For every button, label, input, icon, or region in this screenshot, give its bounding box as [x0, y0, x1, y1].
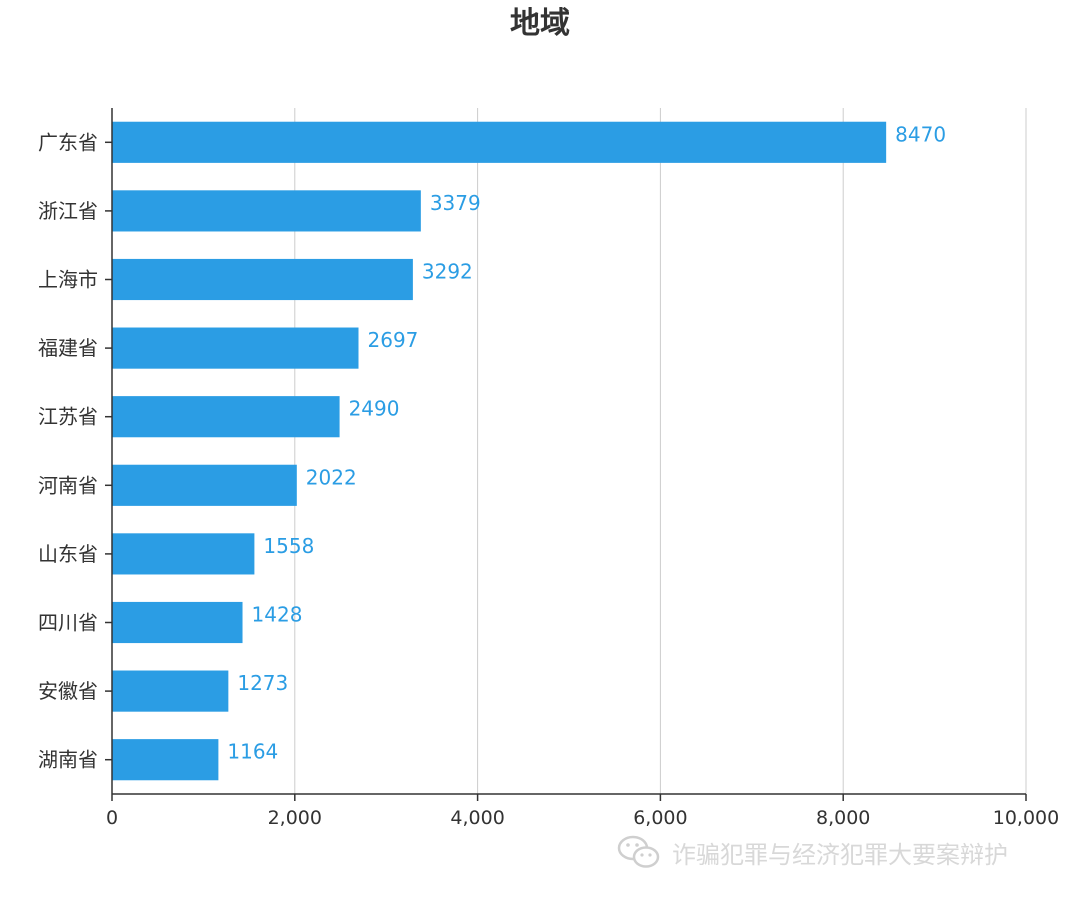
grid-lines: [294, 108, 1027, 794]
bar: [112, 739, 219, 781]
data-label: 3292: [422, 260, 473, 284]
data-label: 1273: [237, 671, 288, 695]
watermark: 诈骗犯罪与经济犯罪大要案辩护: [616, 832, 1008, 872]
labels: 广东省 8470 浙江省 3379 上海市 3292 福建省 2697 江苏省 2490 河南省 20…: [38, 122, 1059, 829]
category-label: 广东省: [38, 130, 98, 154]
x-tick-label: 2,000: [268, 807, 322, 829]
category-label: 江苏省: [38, 405, 98, 429]
chart-title: 地域: [510, 6, 570, 41]
x-tick-label: 6,000: [633, 807, 687, 829]
category-label: 河南省: [38, 473, 98, 497]
category-label: 浙江省: [38, 199, 98, 223]
category-label: 山东省: [38, 542, 98, 566]
category-label: 湖南省: [38, 748, 98, 772]
bars: [112, 121, 887, 781]
data-label: 2490: [349, 397, 400, 421]
bar: [112, 464, 297, 506]
data-label: 2697: [368, 328, 419, 352]
wechat-icon: [617, 835, 660, 868]
x-tick-label: 10,000: [993, 807, 1059, 829]
x-tick-label: 4,000: [450, 807, 504, 829]
bar: [112, 121, 887, 163]
bar: [112, 533, 255, 575]
bar: [112, 396, 340, 438]
data-label: 1558: [263, 534, 314, 558]
data-label: 1428: [252, 603, 303, 627]
bar: [112, 327, 359, 369]
axes: [105, 108, 1027, 801]
category-label: 上海市: [38, 268, 98, 292]
bar: [112, 601, 243, 644]
data-label: 8470: [895, 122, 946, 146]
bar: [112, 258, 413, 301]
category-label: 四川省: [38, 611, 98, 635]
data-label: 3379: [430, 191, 481, 215]
x-tick-label: 8,000: [816, 807, 870, 829]
data-label: 1164: [227, 740, 278, 764]
bar: [112, 190, 421, 232]
category-label: 安徽省: [38, 679, 98, 703]
data-label: 2022: [306, 465, 357, 489]
x-tick-label: 0: [106, 807, 118, 829]
bar: [112, 670, 229, 712]
watermark-text: 诈骗犯罪与经济犯罪大要案辩护: [672, 840, 1008, 869]
category-label: 福建省: [38, 336, 98, 360]
